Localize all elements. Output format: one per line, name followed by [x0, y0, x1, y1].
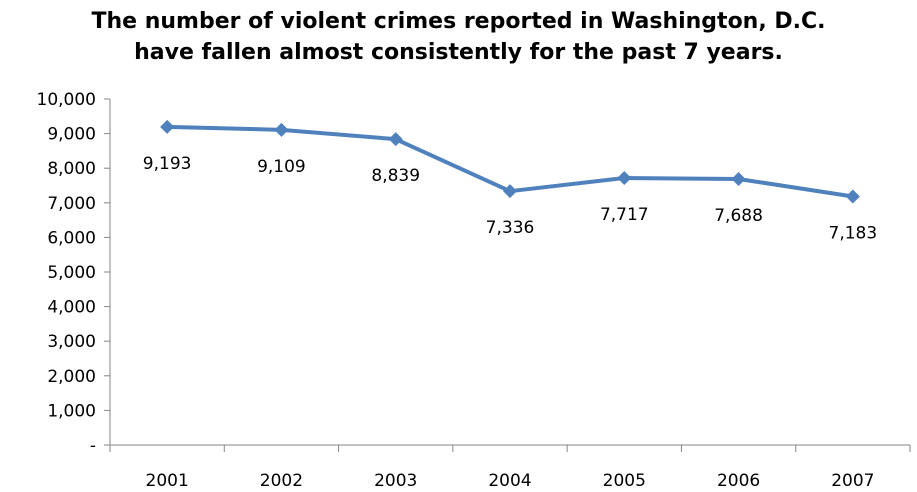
data-point-marker: [503, 184, 517, 199]
y-axis-ticks: - 1,000 2,000 3,000 4,000 5,000 6,000 7,000 8,00…: [37, 90, 110, 456]
y-tick-label: 3,000: [47, 332, 96, 352]
data-point-marker: [274, 122, 289, 137]
series-group: [160, 119, 860, 204]
data-label: 7,336: [486, 218, 535, 238]
y-tick-label: 4,000: [47, 298, 96, 318]
y-tick-label: 10,000: [37, 90, 96, 110]
x-tick-label: 2002: [260, 471, 303, 491]
y-tick-label: 7,000: [47, 194, 96, 214]
data-point-marker: [160, 119, 175, 134]
y-tick-label: 5,000: [47, 263, 96, 283]
data-point-marker: [617, 170, 632, 185]
data-label: 7,717: [600, 205, 649, 225]
axes: [109, 99, 910, 446]
data-point-marker: [388, 132, 403, 147]
chart-title-line-1: The number of violent crimes reported in…: [91, 9, 826, 34]
chart-title-line-2: have fallen almost consistently for the …: [134, 40, 783, 65]
x-tick-label: 2006: [717, 471, 760, 491]
x-tick-label: 2001: [146, 471, 189, 491]
y-tick-label: 8,000: [47, 159, 96, 179]
data-point-marker: [845, 189, 860, 204]
y-tick-label: 1,000: [47, 401, 96, 421]
data-labels: 9,193 9,109 8,839 7,336 7,717 7,688 7,183: [143, 154, 877, 244]
x-tick-label: 2005: [603, 471, 646, 491]
chart-title: The number of violent crimes reported in…: [0, 6, 917, 68]
data-label: 9,193: [143, 154, 192, 174]
y-tick-label: 2,000: [47, 367, 96, 387]
y-tick-label: 9,000: [47, 125, 96, 145]
x-axis-ticks: 2001 2002 2003 2004 2005 2006 2007: [109, 445, 911, 491]
y-tick-label: 6,000: [47, 228, 96, 248]
x-tick-label: 2007: [831, 471, 874, 491]
data-label: 8,839: [371, 166, 420, 186]
data-label: 7,183: [829, 223, 878, 243]
data-label: 7,688: [714, 206, 763, 226]
data-label: 9,109: [257, 157, 306, 177]
x-tick-label: 2004: [488, 471, 531, 491]
y-tick-label: -: [90, 436, 96, 456]
data-point-marker: [731, 171, 746, 186]
x-tick-label: 2003: [374, 471, 417, 491]
